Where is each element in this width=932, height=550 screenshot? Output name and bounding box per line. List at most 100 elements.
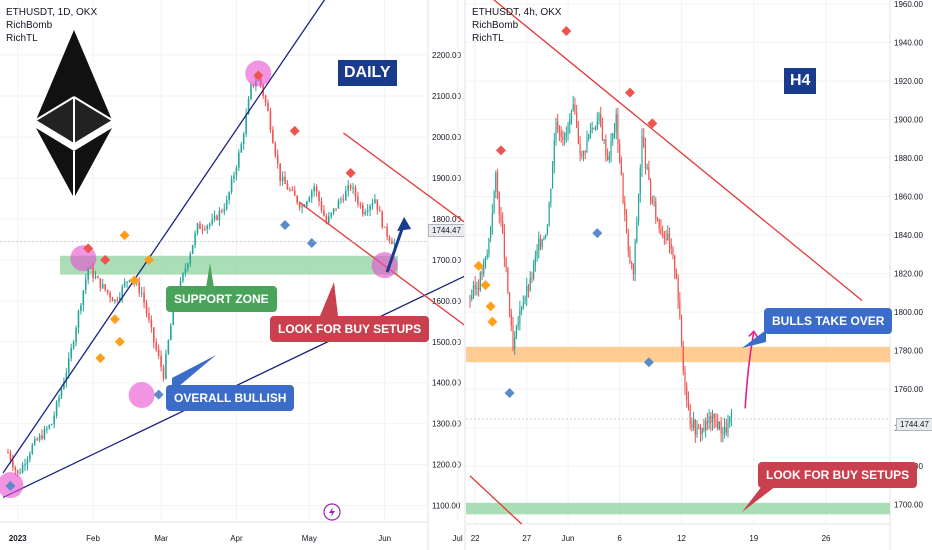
daily-chart-panel[interactable]: 2200.00 2100.00 2000.00 1900.00 1800.00 1700.… (0, 0, 464, 550)
candle-body (605, 139, 607, 157)
x-tick-label: 2023 (9, 534, 27, 543)
candle-body (723, 427, 726, 433)
candle-body (613, 131, 616, 134)
candle-body (722, 432, 724, 434)
candle-body (225, 199, 228, 209)
candle-body (272, 130, 274, 144)
candle-body (493, 191, 495, 213)
candle-body (682, 346, 684, 372)
candle-body (221, 210, 223, 212)
candle-body (607, 156, 609, 160)
candle-body (665, 238, 667, 241)
candle-body (632, 263, 634, 275)
trend-line-down-channel-top (342, 132, 464, 223)
candle-body (357, 196, 359, 204)
y-tick-label: 1780.00 (894, 347, 923, 356)
candle-body (138, 282, 141, 293)
candle-body (655, 201, 657, 219)
candle-body (247, 98, 250, 115)
candle-body (699, 427, 702, 435)
h4-candlestick-chart[interactable]: 1960.00 1940.00 1920.00 1900.00 1880.00 1860.… (466, 0, 932, 550)
candle-body (80, 305, 82, 311)
candle-body (670, 243, 672, 249)
candle-body (121, 286, 124, 298)
candle-body (476, 287, 478, 289)
candle-body (588, 134, 590, 140)
candle-body (488, 238, 490, 255)
y-tick-label: 1900.00 (432, 174, 461, 183)
candle-body (546, 226, 548, 235)
h4-symbol: ETHUSDT, 4h, OKX (472, 7, 562, 18)
candle-body (529, 277, 531, 291)
candle-body (55, 402, 58, 416)
candle-body (519, 309, 521, 323)
y-tick-label: 1860.00 (894, 193, 923, 202)
h4-timeframe-label: H4 (784, 68, 817, 94)
candle-body (335, 208, 337, 210)
candle-body (486, 254, 488, 258)
candle-body (315, 186, 318, 192)
candle-body (101, 284, 104, 289)
candle-body (527, 286, 530, 291)
candle-body (14, 467, 17, 471)
candle-body (569, 119, 571, 126)
candle-body (693, 419, 695, 428)
candle-body (123, 282, 126, 287)
candle-body (145, 302, 148, 314)
candle-body (539, 238, 542, 247)
candle-body (140, 292, 143, 294)
candle-body (289, 189, 291, 191)
candle-body (703, 428, 705, 431)
support-zone (466, 502, 890, 515)
signal-marker-red (647, 118, 658, 129)
trend-line-lower-red (469, 475, 523, 525)
candle-body (63, 382, 65, 390)
candle-body (347, 185, 349, 191)
candle-body (491, 212, 493, 227)
candle-body (727, 422, 729, 434)
candle-body (378, 209, 381, 212)
y-tick-label: 1940.00 (894, 39, 923, 48)
h4-chart-panel[interactable]: 1960.00 1940.00 1920.00 1900.00 1880.00 1860.… (466, 0, 932, 550)
signal-marker-red (495, 145, 506, 156)
candle-body (31, 444, 34, 454)
candle-body (469, 296, 471, 300)
candle-body (204, 229, 206, 231)
candle-body (627, 232, 629, 251)
y-tick-label: 2100.00 (432, 92, 461, 101)
h4-buy-label-pointer (742, 486, 776, 512)
x-tick-label: Feb (86, 534, 100, 543)
support-zone-label: SUPPORT ZONE (166, 286, 277, 312)
candle-body (641, 136, 643, 168)
bullish-arrow-head (397, 216, 412, 231)
candle-body (553, 140, 555, 166)
daily-timeframe-label: DAILY (338, 60, 397, 86)
signal-marker-orange (143, 254, 154, 265)
candle-body (508, 292, 511, 314)
signal-marker-blue (5, 480, 16, 491)
candle-body (235, 167, 238, 176)
daily-candlestick-chart[interactable]: 2200.00 2100.00 2000.00 1900.00 1800.00 1700.… (0, 0, 464, 550)
daily-buy-setups-label: LOOK FOR BUY SETUPS (270, 316, 430, 342)
y-tick-label: 1840.00 (894, 231, 923, 240)
candle-body (310, 191, 313, 198)
candle-body (576, 112, 578, 128)
candle-body (503, 233, 505, 259)
candle-body (12, 460, 14, 468)
candle-body (718, 421, 720, 429)
candle-body (612, 133, 614, 140)
x-tick-label: Jun (378, 534, 391, 543)
candle-body (634, 241, 636, 275)
candle-body (577, 127, 579, 144)
candle-body (648, 167, 650, 180)
candle-body (284, 176, 286, 184)
candle-body (615, 114, 617, 132)
candle-body (691, 423, 693, 428)
candle-body (354, 187, 357, 197)
signal-marker-red (561, 25, 572, 36)
signal-marker-orange (487, 316, 498, 327)
h4-indicator-1: RichBomb (472, 20, 519, 31)
signal-marker-orange (480, 280, 491, 291)
candle-body (327, 216, 330, 224)
candle-body (668, 233, 671, 244)
